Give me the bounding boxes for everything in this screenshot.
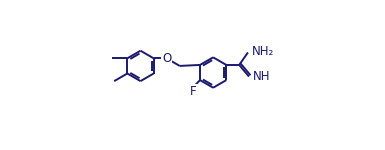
Text: O: O: [162, 52, 171, 65]
Text: F: F: [190, 85, 197, 98]
Text: NH₂: NH₂: [252, 45, 274, 58]
Text: NH: NH: [253, 70, 271, 83]
